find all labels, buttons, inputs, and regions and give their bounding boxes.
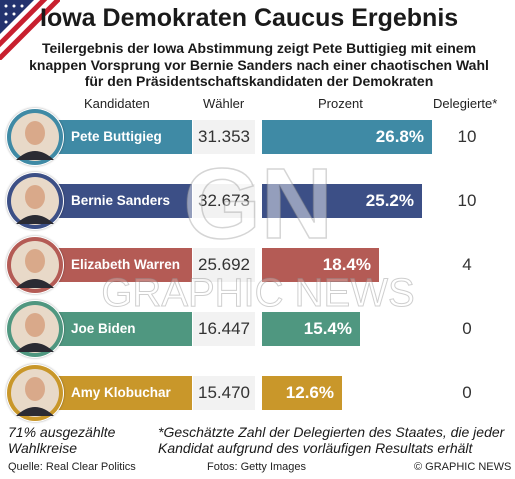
candidate-bar [40,312,192,346]
column-header-percent: Prozent [318,96,363,111]
copyright: © GRAPHIC NEWS [414,461,512,473]
candidate-avatar-icon [6,364,64,422]
column-header-votes: Wähler [203,96,245,111]
vote-count: 31.353 [193,120,255,154]
result-row-elizabeth-warren: Elizabeth Warren 25.692 18.4% 4 [0,235,515,295]
vote-count: 32.673 [193,184,255,218]
column-header-candidates: Kandidaten [84,96,150,111]
result-row-pete-buttigieg: Pete Buttigieg 31.353 26.8% 10 [0,107,515,167]
delegate-count: 0 [462,383,472,402]
candidate-bar [40,120,192,154]
delegate-count: 0 [462,319,472,338]
candidate-bar [40,248,192,282]
delegates-note: *Geschätzte Zahl der Delegierten des Sta… [158,424,505,456]
column-header-delegates: Delegierte* [433,96,498,111]
vote-count: 15.470 [193,376,255,410]
result-row-amy-klobuchar: Amy Klobuchar 15.470 12.6% 0 [0,363,515,423]
result-row-joe-biden: Joe Biden 16.447 15.4% 0 [0,299,515,359]
candidate-name: Bernie Sanders [71,193,171,208]
candidate-name: Elizabeth Warren [71,257,181,272]
candidate-avatar-icon [6,300,64,358]
delegate-count: 10 [457,191,477,210]
candidate-name: Joe Biden [71,321,136,336]
photo-credit: Fotos: Getty Images [207,461,307,473]
vote-count: 25.692 [193,248,255,282]
candidate-avatar-icon [6,236,64,294]
candidate-avatar-icon [6,172,64,230]
delegate-count: 4 [462,255,472,274]
delegate-count: 10 [457,127,477,146]
vote-count: 16.447 [193,312,255,346]
chart-subtitle: Teilergebnis der Iowa Abstimmung zeigt P… [29,40,489,89]
percent-bar [262,376,342,410]
candidate-bar [40,376,192,410]
percent-bar [262,120,432,154]
percent-bar [262,312,360,346]
percent-label: 18.4% [322,255,371,274]
source-credit: Quelle: Real Clear Politics [8,461,136,473]
chart-title: Iowa Demokraten Caucus Ergebnis [40,4,459,32]
candidate-name: Amy Klobuchar [71,385,171,400]
us-flag-corner-icon [0,0,60,60]
percent-label: 26.8% [375,127,424,146]
candidate-bar [40,184,192,218]
precincts-note: 71% ausgezählte Wahlkreise [8,424,116,456]
percent-label: 25.2% [365,191,414,210]
candidate-avatar-icon [6,108,64,166]
percent-label: 12.6% [285,383,334,402]
percent-bar [262,184,422,218]
percent-label: 15.4% [303,319,352,338]
candidate-name: Pete Buttigieg [71,129,162,144]
result-row-bernie-sanders: Bernie Sanders 32.673 25.2% 10 [0,171,515,231]
percent-bar [262,248,379,282]
